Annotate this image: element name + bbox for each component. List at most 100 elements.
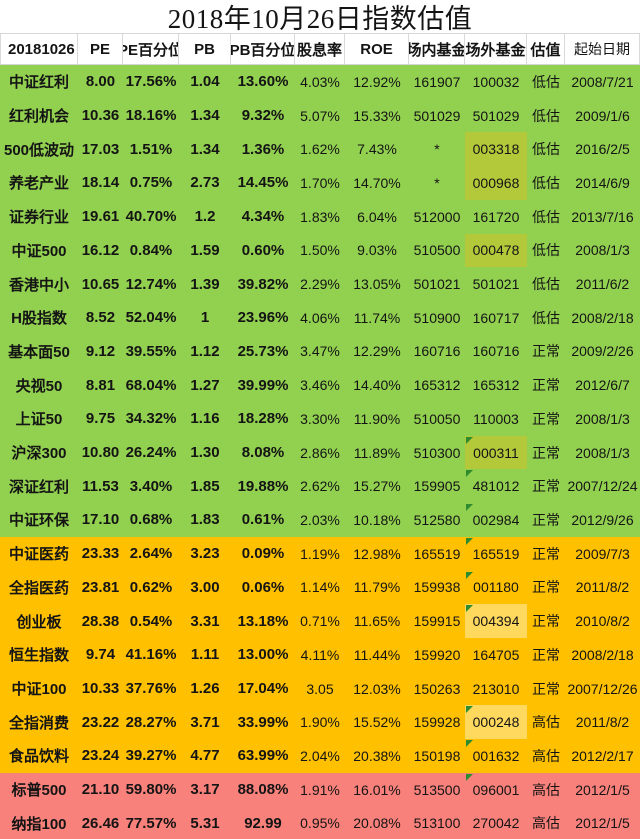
cell-roe: 9.03% [357, 242, 397, 259]
cell-start-date: 2016/2/5 [575, 141, 630, 158]
cell-pb-percentile: 0.60% [241, 241, 285, 259]
cell-roe: 15.27% [353, 478, 401, 495]
cell-index-name: 全指消费 [8, 714, 69, 732]
cell-start-date: 2008/2/18 [571, 309, 634, 326]
table-row: 中证100 10.33 37.76% 1.26 17.04% 3.05 12.0… [0, 671, 640, 706]
cell-onsite-fund: 165312 [413, 377, 461, 394]
table-row: 中证红利 8.00 17.56% 1.04 13.60% 4.03% 12.92… [0, 65, 640, 99]
cell-onsite-fund: 501029 [413, 107, 461, 124]
cell-onsite-fund: 510300 [413, 444, 461, 461]
cell-pe: 10.36 [81, 107, 120, 125]
cell-valuation: 低估 [532, 174, 560, 191]
cell-pe-percentile: 1.51% [129, 140, 173, 158]
cell-pe-percentile: 0.84% [129, 241, 173, 259]
cell-valuation: 低估 [532, 276, 560, 293]
cell-pe: 11.53 [82, 477, 119, 495]
cell-dividend-yield: 1.90% [300, 714, 340, 731]
header-cell-offsite-fund: 场外基金 [465, 34, 527, 64]
cell-onsite-fund: 159920 [413, 646, 461, 663]
table-row: 中证医药 23.33 2.64% 3.23 0.09% 1.19% 12.98%… [0, 536, 640, 571]
cell-dividend-yield: 1.70% [300, 174, 340, 191]
cell-pb-percentile: 19.88% [237, 477, 289, 495]
cell-start-date: 2014/6/9 [575, 174, 630, 191]
cell-offsite-fund: 160717 [472, 309, 520, 326]
cell-dividend-yield: 2.03% [300, 511, 340, 528]
header-cell-pb: PB [179, 34, 231, 64]
cell-pb-percentile: 63.99% [237, 747, 289, 765]
cell-roe: 20.38% [353, 747, 401, 764]
cell-pe-percentile: 40.70% [125, 208, 177, 226]
table-row: 标普500 21.10 59.80% 3.17 88.08% 1.91% 16.… [0, 772, 640, 807]
cell-pb-percentile: 92.99 [244, 814, 282, 832]
cell-roe: 15.33% [353, 107, 401, 124]
cell-roe: 13.05% [353, 276, 401, 293]
cell-valuation: 正常 [532, 478, 560, 495]
table-row: 食品饮料 23.24 39.27% 4.77 63.99% 2.04% 20.3… [0, 739, 640, 773]
cell-pb-percentile: 88.08% [237, 781, 289, 799]
table-row: 红利机会 10.36 18.16% 1.34 9.32% 5.07% 15.33… [0, 98, 640, 133]
cell-pb-percentile: 13.60% [237, 73, 289, 91]
cell-offsite-fund: 501021 [472, 276, 520, 293]
cell-pb-percentile: 23.96% [237, 309, 289, 327]
cell-onsite-fund: * [434, 174, 440, 191]
header-cell-dividend-yield: 股息率 [295, 34, 345, 64]
cell-pe: 8.52 [85, 309, 116, 327]
cell-start-date: 2012/1/5 [575, 781, 630, 798]
cell-index-name: H股指数 [11, 310, 67, 328]
cell-pe: 23.33 [81, 545, 120, 563]
cell-valuation: 正常 [532, 377, 560, 394]
cell-offsite-fund: 165519 [465, 537, 527, 571]
cell-valuation: 低估 [532, 309, 560, 326]
cell-offsite-fund: 160716 [472, 343, 520, 360]
cell-pe-percentile: 26.24% [125, 444, 177, 462]
table-row: 全指消费 23.22 28.27% 3.71 33.99% 1.90% 15.5… [0, 705, 640, 740]
cell-index-name: 香港中小 [8, 276, 69, 294]
cell-pe-percentile: 3.40% [129, 477, 173, 495]
cell-onsite-fund: 150198 [413, 747, 461, 764]
cell-dividend-yield: 4.03% [300, 73, 340, 90]
cell-onsite-fund: 512000 [413, 208, 461, 225]
cell-offsite-fund: 001180 [465, 571, 527, 605]
cell-pe-percentile: 17.56% [125, 73, 177, 91]
cell-onsite-fund: 161907 [413, 73, 461, 90]
cell-pb-percentile: 0.61% [241, 511, 285, 529]
table-row: 证券行业 19.61 40.70% 1.2 4.34% 1.83% 6.04% … [0, 199, 640, 234]
cell-offsite-fund: 161720 [472, 208, 520, 225]
cell-index-name: 中证500 [11, 242, 67, 260]
cell-dividend-yield: 0.71% [300, 613, 340, 630]
cell-start-date: 2008/7/21 [571, 73, 634, 90]
cell-valuation: 正常 [532, 613, 560, 630]
cell-roe: 12.92% [353, 73, 401, 90]
cell-index-name: 基本面50 [8, 343, 70, 361]
cell-index-name: 央视50 [15, 377, 63, 395]
cell-pb: 1.39 [190, 275, 220, 293]
cell-pb-percentile: 1.36% [241, 140, 285, 158]
cell-valuation: 高估 [532, 781, 560, 798]
cell-pe: 21.10 [81, 781, 120, 799]
cell-index-name: 500低波动 [3, 141, 75, 159]
cell-roe: 7.43% [357, 141, 397, 158]
cell-pe: 23.81 [81, 578, 120, 596]
cell-pb-percentile: 0.09% [241, 545, 285, 563]
cell-pb-percentile: 13.18% [237, 612, 289, 630]
cell-dividend-yield: 4.06% [300, 309, 340, 326]
cell-pb: 5.31 [190, 814, 220, 832]
cell-pe-percentile: 52.04% [125, 309, 177, 327]
cell-dividend-yield: 0.95% [300, 815, 340, 832]
cell-onsite-fund: * [434, 141, 440, 158]
cell-offsite-fund: 003318 [465, 132, 527, 167]
cell-index-name: 全指医药 [8, 579, 69, 597]
header-cell-pe: PE [78, 34, 123, 64]
cell-offsite-fund: 000968 [465, 166, 527, 200]
cell-start-date: 2013/7/16 [571, 208, 634, 225]
cell-offsite-fund: 000248 [465, 705, 527, 740]
cell-valuation: 正常 [532, 511, 560, 528]
cell-dividend-yield: 3.46% [300, 377, 340, 394]
cell-start-date: 2007/12/26 [567, 680, 638, 697]
cell-pb: 3.00 [190, 578, 220, 596]
cell-pe-percentile: 2.64% [129, 545, 173, 563]
cell-roe: 11.79% [353, 579, 401, 596]
cell-pe-percentile: 28.27% [125, 713, 177, 731]
cell-offsite-fund: 165312 [472, 377, 520, 394]
cell-pb: 1.11 [190, 646, 220, 664]
